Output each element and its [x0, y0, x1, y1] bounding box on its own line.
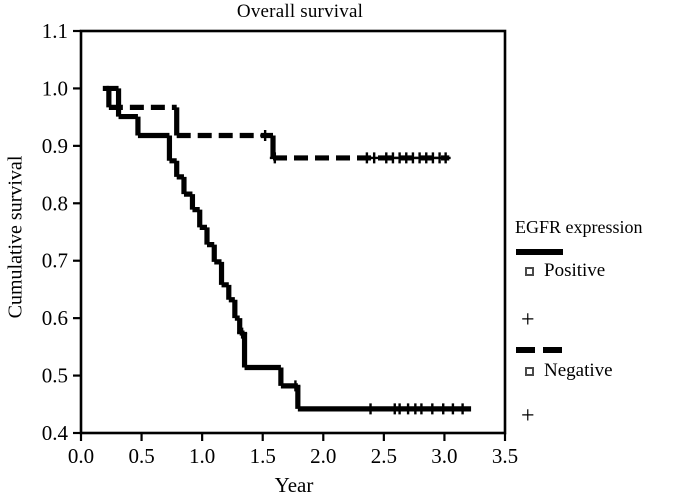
y-axis: 0.4 0.5 0.6 0.7 0.8 0.9 1.0 1.1	[42, 19, 81, 445]
censor-plus-mark	[440, 152, 451, 164]
curve-horizontal-steps	[106, 85, 472, 412]
x-tick-label: 3.0	[431, 444, 457, 468]
censor-plus-mark	[269, 152, 280, 164]
censor-plus-mark	[365, 403, 376, 415]
censor-plus-mark	[447, 403, 458, 415]
y-tick-label: 0.5	[42, 364, 68, 388]
chart-title: Overall survival	[236, 1, 364, 22]
curve-vertical-steps	[115, 88, 301, 409]
x-tick-label: 2.5	[371, 444, 397, 468]
censor-plus-mark	[394, 403, 405, 415]
censor-plus-mark	[290, 380, 301, 392]
x-axis: 0.0 0.5 1.0 1.5 2.0 2.5 3.0 3.5	[68, 433, 518, 468]
x-tick-label: 3.5	[492, 444, 518, 468]
censor-plus-mark	[369, 152, 380, 164]
legend-entry-negative: Negative	[525, 360, 613, 382]
y-tick-label: 0.9	[42, 134, 68, 158]
y-tick-label: 0.4	[42, 421, 69, 445]
plot-border	[79, 29, 507, 435]
open-square-marker-icon	[525, 266, 534, 276]
y-tick-label: 0.6	[42, 306, 68, 330]
y-tick-label: 1.0	[42, 76, 68, 100]
legend-title: EGFR expression	[515, 217, 643, 237]
censor-plus-mark	[457, 403, 468, 415]
censor-marks-positive	[237, 327, 468, 415]
x-tick-label: 2.0	[310, 444, 336, 468]
y-tick-label: 0.7	[42, 249, 68, 273]
curve-horizontal-steps	[102, 85, 450, 161]
legend-dashed-line-icon	[516, 347, 562, 353]
x-tick-label: 1.5	[250, 444, 276, 468]
censor-plus-mark	[416, 403, 427, 415]
x-tick-label: 0.5	[128, 444, 154, 468]
censored-plus-icon: +	[521, 403, 535, 429]
legend-entry-positive: Positive	[525, 260, 605, 282]
censor-plus-mark	[427, 403, 438, 415]
curve-vertical-steps	[106, 88, 276, 158]
x-axis-title: Year	[274, 473, 314, 497]
censor-plus-mark	[237, 327, 248, 339]
legend-label-negative: Negative	[544, 360, 613, 381]
y-tick-label: 1.1	[42, 19, 68, 43]
x-tick-label: 1.0	[189, 444, 215, 468]
y-tick-label: 0.8	[42, 191, 68, 215]
x-tick-label: 0.0	[68, 444, 94, 468]
survival-curve-negative	[102, 85, 450, 161]
censored-plus-icon: +	[521, 307, 535, 333]
legend: EGFR expression Positive + Negative +	[508, 216, 680, 456]
survival-curve-positive	[106, 85, 472, 412]
legend-solid-line-icon	[516, 249, 563, 255]
censor-plus-mark	[438, 403, 449, 415]
open-square-marker-icon	[525, 366, 534, 376]
censor-marks-negative	[260, 130, 451, 164]
legend-label-positive: Positive	[544, 260, 606, 281]
censor-plus-mark	[260, 130, 271, 142]
